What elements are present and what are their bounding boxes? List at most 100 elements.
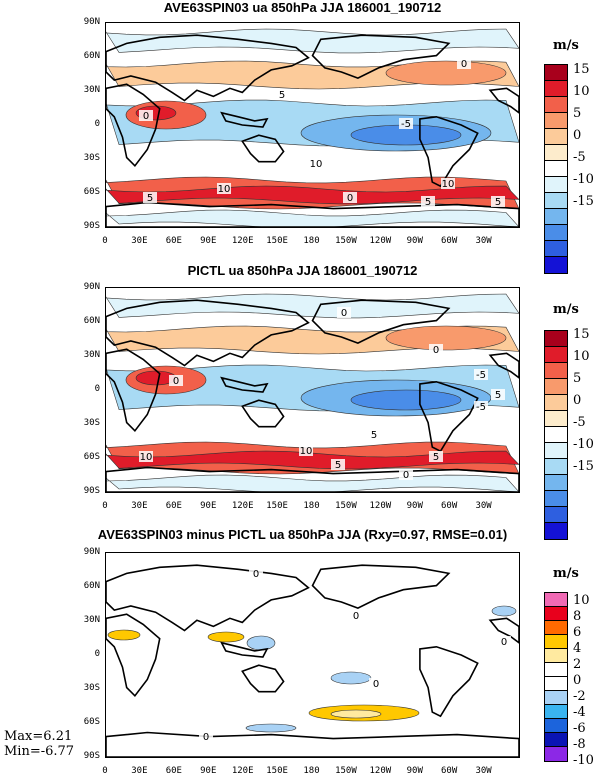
x-tick-label: 150E [266, 766, 288, 776]
panel1-title: AVE63SPIN03 ua 850hPa JJA 186001_190712 [163, 0, 442, 15]
colorbar-label: -10 [573, 437, 594, 452]
x-tick-label: 120W [369, 236, 392, 246]
x-tick-label: 180 [303, 766, 320, 776]
coastline-2 [106, 83, 161, 168]
colorbar-swatch [545, 145, 567, 161]
diff-patch-southern [245, 723, 297, 733]
panel3-title: AVE63SPIN03 minus PICTL ua 850hPa JJA (R… [97, 527, 508, 542]
contour-label: 10 [310, 159, 323, 170]
contour-label: 10 [300, 446, 313, 457]
x-tick-label: 180 [303, 236, 320, 246]
y-tick-label: 90S [83, 221, 100, 231]
colorbar-label: -10 [573, 172, 594, 187]
colorbar-swatch [545, 747, 567, 761]
colorbar-swatch [545, 347, 567, 363]
coastline-6 [220, 376, 269, 393]
diff-patch-blue-2 [330, 671, 372, 685]
contour-label: 0 [341, 308, 347, 319]
colorbar-swatch [545, 113, 567, 129]
x-tick-label: 60E [165, 236, 182, 246]
colorbar-label: 0 [573, 673, 582, 688]
colorbar-swatch [545, 379, 567, 395]
x-tick-label: 120E [231, 501, 254, 511]
x-tick-label: 30E [131, 501, 148, 511]
x-tick-label: 60W [441, 236, 458, 246]
colorbar-label: 6 [573, 625, 582, 640]
y-tick-label: 30S [83, 683, 100, 693]
colorbar-swatch [545, 427, 567, 443]
coastline-7 [106, 201, 519, 227]
x-tick-label: 150W [335, 501, 357, 511]
y-tick-label: 30N [83, 615, 100, 625]
y-tick-label: 30S [83, 418, 100, 428]
colorbar-label: -2 [573, 689, 586, 704]
contour-label: -5 [476, 402, 486, 413]
colorbar-swatch [545, 443, 567, 459]
y-tick-label: 0 [94, 384, 100, 394]
y-tick-label: 90N [83, 17, 100, 27]
x-tick-label: 0 [102, 501, 108, 511]
colorbar-swatch [545, 635, 567, 649]
x-tick-label: 150E [266, 501, 288, 511]
contour-label: 0 [461, 59, 467, 70]
colorbar-label: 0 [573, 393, 582, 408]
colorbar-swatch [545, 719, 567, 733]
x-tick-label: 30W [475, 766, 492, 776]
coastline-1 [106, 564, 310, 632]
min-value-label: Min=-6.77 [4, 744, 75, 759]
x-tick-label: 90E [200, 236, 217, 246]
contour-label: 10 [442, 179, 455, 190]
colorbar-swatch [545, 593, 567, 607]
y-tick-label: 30N [83, 350, 100, 360]
contour-label: 5 [279, 90, 285, 101]
colorbar-label: -8 [573, 737, 586, 752]
colorbar-label: -4 [573, 705, 586, 720]
colorbar-swatch [545, 475, 567, 491]
colorbar-label: -5 [573, 150, 586, 165]
contour-label: 0 [433, 345, 439, 356]
colorbar-label: 8 [573, 609, 582, 624]
contour-label: 10 [140, 452, 153, 463]
panel2-colorbar-unit: m/s [553, 302, 579, 317]
x-tick-label: 30W [475, 236, 492, 246]
contour-label: -5 [476, 370, 486, 381]
coastline-5 [241, 399, 285, 428]
contour-label: 5 [495, 390, 501, 401]
contour-label: 5 [495, 197, 501, 208]
x-tick-label: 150W [335, 766, 357, 776]
colorbar-label: 4 [573, 641, 582, 656]
colorbar-swatch [545, 363, 567, 379]
colorbar-swatch [545, 241, 567, 257]
coastline-1 [106, 34, 310, 102]
coastline-2 [106, 348, 161, 433]
colorbar-swatch [545, 649, 567, 663]
colorbar-label: 2 [573, 657, 582, 672]
panel3-svg: 0 0 0 0 0 [106, 564, 519, 757]
colorbar-swatch [545, 161, 567, 177]
colorbar-swatch [545, 129, 567, 145]
colorbar-label: -6 [573, 721, 586, 736]
x-tick-label: 150W [335, 236, 357, 246]
panel1-colorbar [544, 64, 568, 274]
y-tick-label: 60S [83, 452, 100, 462]
coastline-7 [106, 466, 519, 492]
contour-label: 5 [433, 452, 439, 463]
colorbar-swatch [545, 663, 567, 677]
panel3-map: 0 0 0 0 0 [105, 552, 520, 758]
north-pacific-westerly [385, 60, 507, 86]
diff-patch-india [207, 631, 245, 643]
x-tick-label: 60E [165, 766, 182, 776]
colorbar-swatch [545, 81, 567, 97]
contour-label: 5 [425, 197, 431, 208]
coastline-3 [488, 617, 519, 644]
contour-label: 0 [501, 637, 507, 648]
panel1-colorbar-unit: m/s [553, 38, 579, 53]
x-tick-label: 60E [165, 501, 182, 511]
coastline-6 [220, 641, 269, 658]
colorbar-label: 10 [573, 349, 590, 364]
x-tick-label: 180 [303, 501, 320, 511]
x-tick-label: 60W [441, 501, 458, 511]
x-tick-label: 90W [406, 766, 423, 776]
coastline-4 [419, 645, 479, 718]
